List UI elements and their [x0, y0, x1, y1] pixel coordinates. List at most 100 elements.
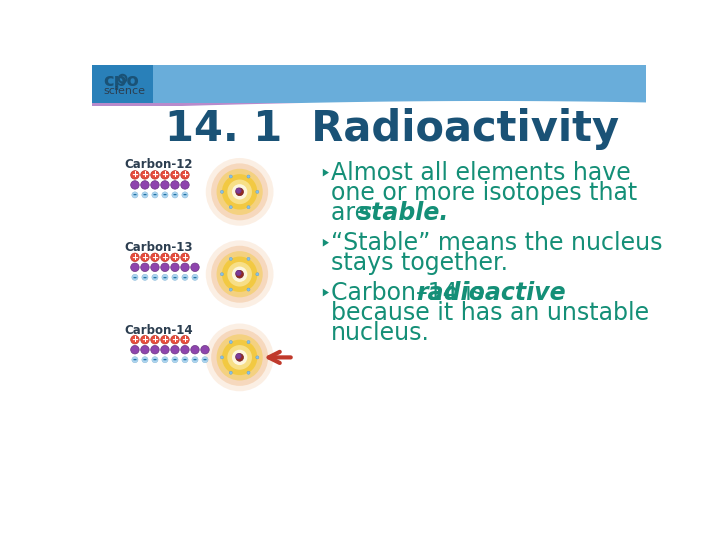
Text: 14. 1  Radioactivity: 14. 1 Radioactivity — [165, 107, 619, 150]
Text: -: - — [153, 355, 157, 365]
Bar — [153, 65, 647, 103]
Text: Almost all elements have: Almost all elements have — [331, 160, 631, 185]
Circle shape — [222, 340, 257, 375]
Circle shape — [142, 356, 148, 363]
Text: -: - — [173, 190, 177, 200]
Circle shape — [247, 341, 250, 343]
Circle shape — [150, 181, 159, 189]
Circle shape — [222, 174, 257, 210]
Circle shape — [142, 274, 148, 280]
Circle shape — [150, 263, 159, 272]
Circle shape — [142, 192, 148, 198]
Text: +: + — [132, 335, 138, 344]
Bar — [92, 65, 647, 103]
Text: “Stable” means the nucleus: “Stable” means the nucleus — [331, 231, 663, 255]
Circle shape — [235, 354, 241, 359]
Circle shape — [181, 346, 189, 354]
Circle shape — [181, 253, 189, 261]
Circle shape — [222, 256, 257, 292]
Circle shape — [161, 181, 169, 189]
Text: -: - — [183, 272, 187, 282]
Circle shape — [150, 253, 159, 261]
Text: Carbon-12: Carbon-12 — [125, 158, 193, 171]
Circle shape — [181, 171, 189, 179]
Circle shape — [140, 263, 149, 272]
Circle shape — [161, 171, 169, 179]
Circle shape — [220, 190, 223, 193]
Circle shape — [235, 187, 244, 197]
Circle shape — [229, 371, 233, 374]
Circle shape — [172, 274, 178, 280]
Circle shape — [140, 181, 149, 189]
Circle shape — [171, 181, 179, 189]
Circle shape — [229, 341, 233, 343]
Circle shape — [171, 346, 179, 354]
Circle shape — [256, 356, 259, 359]
Circle shape — [211, 164, 268, 220]
Circle shape — [181, 181, 189, 189]
Text: +: + — [171, 171, 179, 179]
Circle shape — [182, 274, 188, 280]
Text: -: - — [133, 190, 137, 200]
Circle shape — [217, 334, 263, 381]
Circle shape — [232, 267, 248, 282]
Bar — [92, 103, 647, 106]
Circle shape — [229, 288, 233, 291]
Text: -: - — [183, 190, 187, 200]
Circle shape — [206, 240, 274, 308]
Circle shape — [256, 273, 259, 276]
Circle shape — [247, 288, 250, 291]
Circle shape — [131, 181, 139, 189]
Text: radioactive: radioactive — [416, 280, 566, 305]
Text: +: + — [171, 335, 179, 344]
Text: -: - — [193, 272, 197, 282]
Circle shape — [247, 206, 250, 209]
Circle shape — [162, 356, 168, 363]
Circle shape — [172, 192, 178, 198]
Circle shape — [228, 262, 252, 287]
Circle shape — [235, 353, 244, 362]
Circle shape — [131, 253, 139, 261]
Text: Carbon–14 is: Carbon–14 is — [331, 280, 492, 305]
Circle shape — [247, 258, 250, 260]
Circle shape — [220, 273, 223, 276]
Circle shape — [206, 323, 274, 392]
Circle shape — [140, 171, 149, 179]
Text: +: + — [141, 335, 148, 344]
Circle shape — [152, 356, 158, 363]
Circle shape — [152, 274, 158, 280]
Text: +: + — [151, 171, 158, 179]
FancyArrowPatch shape — [269, 352, 291, 363]
Circle shape — [131, 335, 139, 344]
Text: +: + — [151, 253, 158, 262]
Circle shape — [131, 171, 139, 179]
Text: -: - — [183, 355, 187, 365]
Text: -: - — [143, 355, 147, 365]
Text: +: + — [141, 253, 148, 262]
Circle shape — [152, 192, 158, 198]
Circle shape — [229, 175, 233, 178]
Text: +: + — [181, 253, 189, 262]
Text: -: - — [163, 355, 167, 365]
Circle shape — [256, 190, 259, 193]
Circle shape — [161, 346, 169, 354]
Text: +: + — [132, 253, 138, 262]
Circle shape — [171, 171, 179, 179]
Circle shape — [247, 371, 250, 374]
Circle shape — [161, 253, 169, 261]
Circle shape — [228, 345, 252, 370]
Circle shape — [192, 356, 198, 363]
Circle shape — [235, 188, 241, 193]
Text: +: + — [132, 171, 138, 179]
Text: +: + — [161, 171, 168, 179]
Text: cpo: cpo — [104, 72, 139, 90]
Circle shape — [171, 253, 179, 261]
Circle shape — [220, 356, 223, 359]
Text: Carbon-13: Carbon-13 — [125, 241, 193, 254]
Circle shape — [182, 192, 188, 198]
Circle shape — [229, 258, 233, 260]
Polygon shape — [92, 101, 647, 128]
Circle shape — [150, 335, 159, 344]
Text: -: - — [153, 190, 157, 200]
Circle shape — [150, 346, 159, 354]
